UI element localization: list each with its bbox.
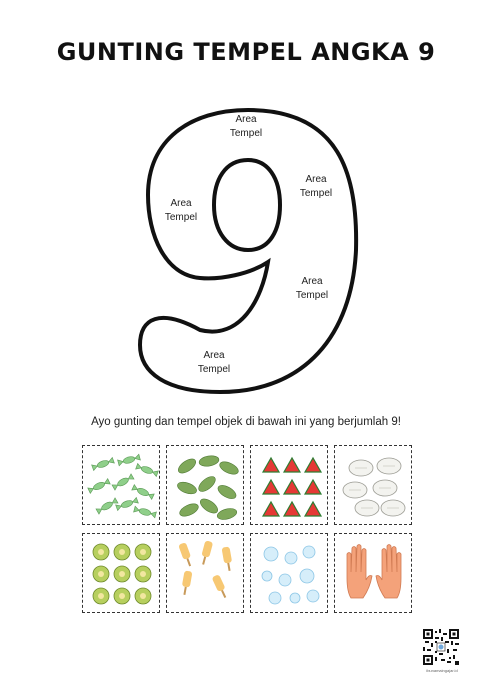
page-title: GUNTING TEMPEL ANGKA 9 <box>56 38 436 66</box>
area-label-right-top: Area Tempel <box>299 174 333 199</box>
durian-icon <box>92 543 152 605</box>
durian-card[interactable] <box>82 533 160 613</box>
hand-card[interactable] <box>334 533 412 613</box>
qr-code-icon <box>423 629 459 665</box>
leaf-card[interactable] <box>166 445 244 525</box>
area-label-top: Area Tempel <box>229 114 263 139</box>
number-nine-outline <box>137 107 359 395</box>
area-label-bottom: Area Tempel <box>197 350 231 375</box>
bubble-icon <box>261 545 320 605</box>
popsicle-card[interactable] <box>166 533 244 613</box>
hand-icon <box>346 544 402 599</box>
website-footer: ibunamaingajar.id <box>426 668 458 673</box>
instruction-text: Ayo gunting dan tempel objek di bawah in… <box>91 416 401 428</box>
candy-card[interactable] <box>82 445 160 525</box>
popsicle-icon <box>179 540 232 599</box>
area-label-right-bottom: Area Tempel <box>295 276 329 301</box>
watermelon-icon <box>261 456 323 517</box>
candy-icon <box>87 453 159 519</box>
leaf-icon <box>177 455 239 520</box>
area-label-left: Area Tempel <box>164 198 198 223</box>
bubble-card[interactable] <box>250 533 328 613</box>
watermelon-card[interactable] <box>250 445 328 525</box>
steamed-bun-icon <box>342 457 406 517</box>
steamed-bun-card[interactable] <box>334 445 412 525</box>
